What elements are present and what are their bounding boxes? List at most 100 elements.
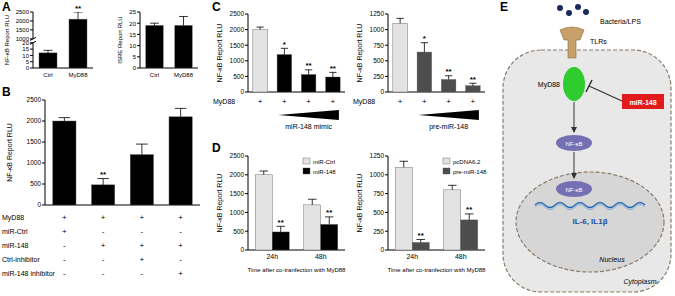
error-cap bbox=[179, 16, 188, 17]
y-tick-label: 5 bbox=[26, 59, 30, 65]
y-tick bbox=[42, 100, 45, 101]
error-cap bbox=[44, 50, 53, 51]
axis-break bbox=[30, 41, 36, 44]
y-tick bbox=[245, 231, 248, 232]
error-line bbox=[448, 76, 449, 80]
marks bbox=[53, 108, 193, 205]
error-bar bbox=[445, 76, 452, 80]
y-axis bbox=[248, 156, 249, 250]
legend-label: miR-148 bbox=[313, 169, 336, 175]
y-axis bbox=[33, 12, 34, 39]
y-axis-title: NF-κB Report RLU bbox=[216, 24, 224, 83]
node-label: IL-6, IL1β bbox=[572, 217, 607, 226]
error-bar bbox=[97, 179, 109, 185]
cell bbox=[503, 50, 671, 292]
y-tick bbox=[245, 29, 248, 30]
marks bbox=[395, 161, 477, 250]
error-line bbox=[64, 118, 65, 121]
x-axis-title: Time after co-tranfection with MyD88 bbox=[388, 267, 486, 273]
marks bbox=[255, 171, 337, 250]
y-tick-label: 1500 bbox=[16, 27, 30, 33]
y-tick-label: 0 bbox=[133, 65, 137, 71]
chart: 025050075010001250NF-κB Report RLU*****M… bbox=[353, 10, 485, 131]
legend-swatch bbox=[303, 168, 310, 174]
error-cap bbox=[308, 199, 316, 200]
bar bbox=[326, 77, 341, 92]
error-line bbox=[424, 43, 425, 52]
condition-label: miR-148 bbox=[2, 242, 29, 249]
legend-item: pre-miR-148 bbox=[443, 168, 487, 175]
node-label: TLRs bbox=[590, 38, 607, 45]
y-tick bbox=[245, 60, 248, 61]
y-tick bbox=[385, 14, 388, 15]
error-cap bbox=[59, 117, 71, 118]
x-tick-label: 48h bbox=[455, 253, 467, 260]
error-bar bbox=[260, 171, 268, 175]
y-tick bbox=[245, 14, 248, 15]
y-tick bbox=[385, 250, 388, 251]
error-bar bbox=[276, 226, 284, 232]
y-tick-label: 15 bbox=[22, 46, 29, 52]
y-tick-label: 5 bbox=[133, 54, 137, 60]
marks bbox=[393, 18, 480, 92]
bar bbox=[466, 86, 481, 92]
legend-item: miR-Ctrl bbox=[303, 158, 335, 165]
y-tick-label: 750 bbox=[373, 190, 384, 197]
condition-sign: - bbox=[102, 269, 105, 278]
y-axis bbox=[388, 156, 389, 250]
condition-sign: + bbox=[62, 227, 67, 236]
y-tick-label: 1000 bbox=[230, 57, 245, 64]
y-tick-label: 500 bbox=[30, 180, 41, 187]
y-tick-label: 2500 bbox=[230, 10, 245, 17]
bar bbox=[393, 23, 408, 92]
arrow bbox=[574, 102, 575, 132]
condition-sign: + bbox=[140, 241, 145, 250]
condition-sign: + bbox=[258, 97, 263, 106]
error-bar bbox=[325, 217, 333, 225]
panel-label: C bbox=[212, 0, 221, 14]
x-tick-label: MyD88 bbox=[68, 72, 88, 78]
y-tick bbox=[137, 56, 140, 57]
significance: ** bbox=[330, 64, 337, 73]
chart: 05001000150020002500NF-κB Report RLU****… bbox=[213, 10, 345, 130]
condition-sign: + bbox=[101, 213, 106, 222]
condition-label: Ctrl-inhibitor bbox=[2, 256, 40, 263]
y-tick-label: 500 bbox=[233, 73, 244, 80]
y-tick-label: 250 bbox=[373, 228, 384, 235]
significance: ** bbox=[326, 208, 333, 217]
bar bbox=[272, 232, 289, 250]
error-line bbox=[312, 199, 313, 205]
y-tick-label: 10 bbox=[129, 43, 136, 49]
y-tick-label: 0 bbox=[380, 88, 384, 95]
y-tick bbox=[30, 38, 33, 39]
condition-sign: + bbox=[178, 241, 183, 250]
condition-label: miR-148 mimic bbox=[285, 123, 332, 130]
panel-label: A bbox=[2, 0, 11, 14]
bacterium bbox=[575, 4, 581, 10]
condition-sign: - bbox=[141, 227, 144, 236]
panel-label: D bbox=[212, 141, 221, 155]
y-tick bbox=[137, 12, 140, 13]
chart: 051015201000150020002500NF-κB Report RLU… bbox=[4, 4, 93, 79]
x-tick-label: MyD88 bbox=[174, 72, 194, 78]
y-tick-label: 20 bbox=[129, 21, 136, 27]
y-tick bbox=[385, 60, 388, 61]
y-tick bbox=[385, 212, 388, 213]
bar bbox=[39, 53, 57, 68]
myd88-shape bbox=[563, 67, 585, 101]
error-line bbox=[180, 108, 181, 116]
condition-sign: + bbox=[306, 97, 311, 106]
y-tick-label: 15 bbox=[129, 32, 136, 38]
condition-sign: - bbox=[63, 255, 66, 264]
error-bar bbox=[465, 214, 473, 220]
x-tick-label: 48h bbox=[315, 253, 327, 260]
y-tick-label: 500 bbox=[373, 209, 384, 216]
nfkb-shape bbox=[556, 181, 592, 197]
y-tick bbox=[245, 212, 248, 213]
error-bar bbox=[308, 199, 316, 205]
y-tick-label: 2000 bbox=[16, 18, 30, 24]
condition-sign: - bbox=[141, 269, 144, 278]
marks bbox=[253, 27, 340, 92]
x-axis-title: Time after co-tranfection with MyD88 bbox=[248, 267, 346, 273]
tlr-receptor bbox=[560, 27, 584, 58]
